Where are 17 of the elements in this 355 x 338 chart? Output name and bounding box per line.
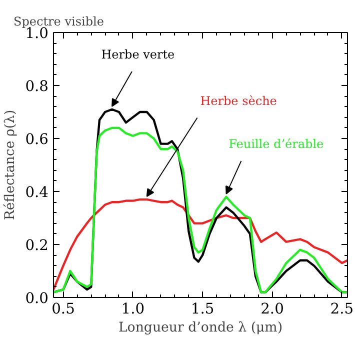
x-tick-label: 0.5: [52, 300, 75, 318]
y-tick-label: 0.0: [25, 290, 49, 307]
line-series: [54, 198, 348, 291]
x-axis-title: Longueur d’onde λ (μm): [118, 320, 283, 336]
annotation: Herbe sèche: [200, 94, 277, 108]
x-tick-label: 2.0: [260, 300, 284, 318]
y-tick-label: 0.4: [25, 184, 49, 201]
x-tick-label: 2.5: [330, 300, 354, 318]
text: Spectre visible: [14, 14, 104, 28]
annotation: Feuille d’érable: [228, 136, 324, 151]
y-axis-title: Réflectance ρ(λ): [3, 110, 18, 220]
x-tick-label: 1.5: [190, 300, 214, 318]
annotation: Herbe verte: [101, 48, 175, 62]
y-tick-label: 0.2: [25, 237, 49, 254]
y-tick-label: 0.6: [25, 131, 49, 148]
x-tick-label: 1.0: [121, 300, 145, 318]
y-tick-label: 0.8: [25, 78, 49, 95]
